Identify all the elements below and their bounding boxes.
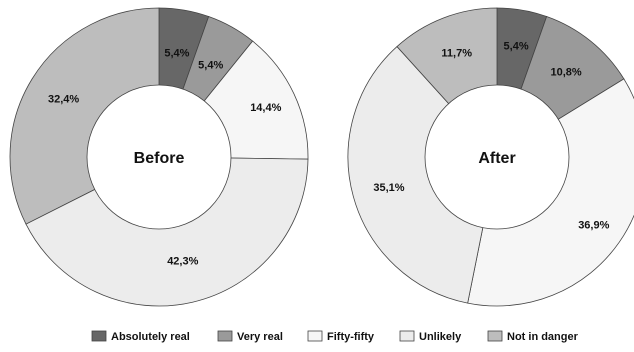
legend-swatch-fifty-fifty	[307, 330, 323, 342]
after-slice-label-unlikely: 35,1%	[373, 182, 404, 194]
legend-label-absolutely-real: Absolutely real	[111, 331, 190, 343]
after-slice-label-absolutely-real: 5,4%	[504, 41, 529, 53]
legend-label-fifty-fifty: Fifty-fifty	[327, 331, 375, 343]
before-donut-hole	[86, 84, 232, 230]
legend-item-very-real: Very real	[217, 330, 283, 343]
legend-swatch-unlikely	[399, 330, 415, 342]
legend-label-very-real: Very real	[237, 331, 283, 343]
legend-item-unlikely: Unlikely	[399, 330, 462, 343]
before-slice-label-unlikely: 42,3%	[167, 255, 198, 267]
legend-item-absolutely-real: Absolutely real	[91, 330, 190, 343]
chart-legend: Absolutely real Very real Fifty-fifty Unlik…	[91, 330, 579, 343]
legend-label-unlikely: Unlikely	[419, 331, 462, 343]
before-center-label: Before	[134, 150, 185, 167]
after-slice-label-fifty-fifty: 36,9%	[578, 220, 609, 232]
before-slice-label-fifty-fifty: 14,4%	[250, 102, 281, 114]
before-slice-label-very-real: 5,4%	[198, 60, 223, 72]
before-slice-label-absolutely-real: 5,4%	[164, 48, 189, 60]
before-slice-unlikely	[25, 156, 309, 307]
legend-swatch-absolutely-real	[91, 330, 107, 342]
after-slice-label-very-real: 10,8%	[550, 66, 581, 78]
after-donut-hole	[424, 84, 570, 230]
legend-item-not-in-danger: Not in danger	[487, 330, 579, 343]
before-slice-label-not-in-danger: 32,4%	[48, 93, 79, 105]
after-slice-label-not-in-danger: 11,7%	[441, 48, 472, 60]
after-donut-chart: 5,4% 10,8% 36,9% 35,1% 11,7% After	[347, 7, 634, 307]
before-donut-chart: 5,4% 5,4% 14,4% 42,3% 32,4% Before	[9, 7, 309, 307]
after-slice-unlikely	[347, 45, 498, 304]
legend-label-not-in-danger: Not in danger	[507, 331, 579, 343]
legend-item-fifty-fifty: Fifty-fifty	[307, 330, 375, 343]
legend-swatch-not-in-danger	[487, 330, 503, 342]
after-center-label: After	[478, 150, 515, 167]
legend-swatch-very-real	[217, 330, 233, 342]
